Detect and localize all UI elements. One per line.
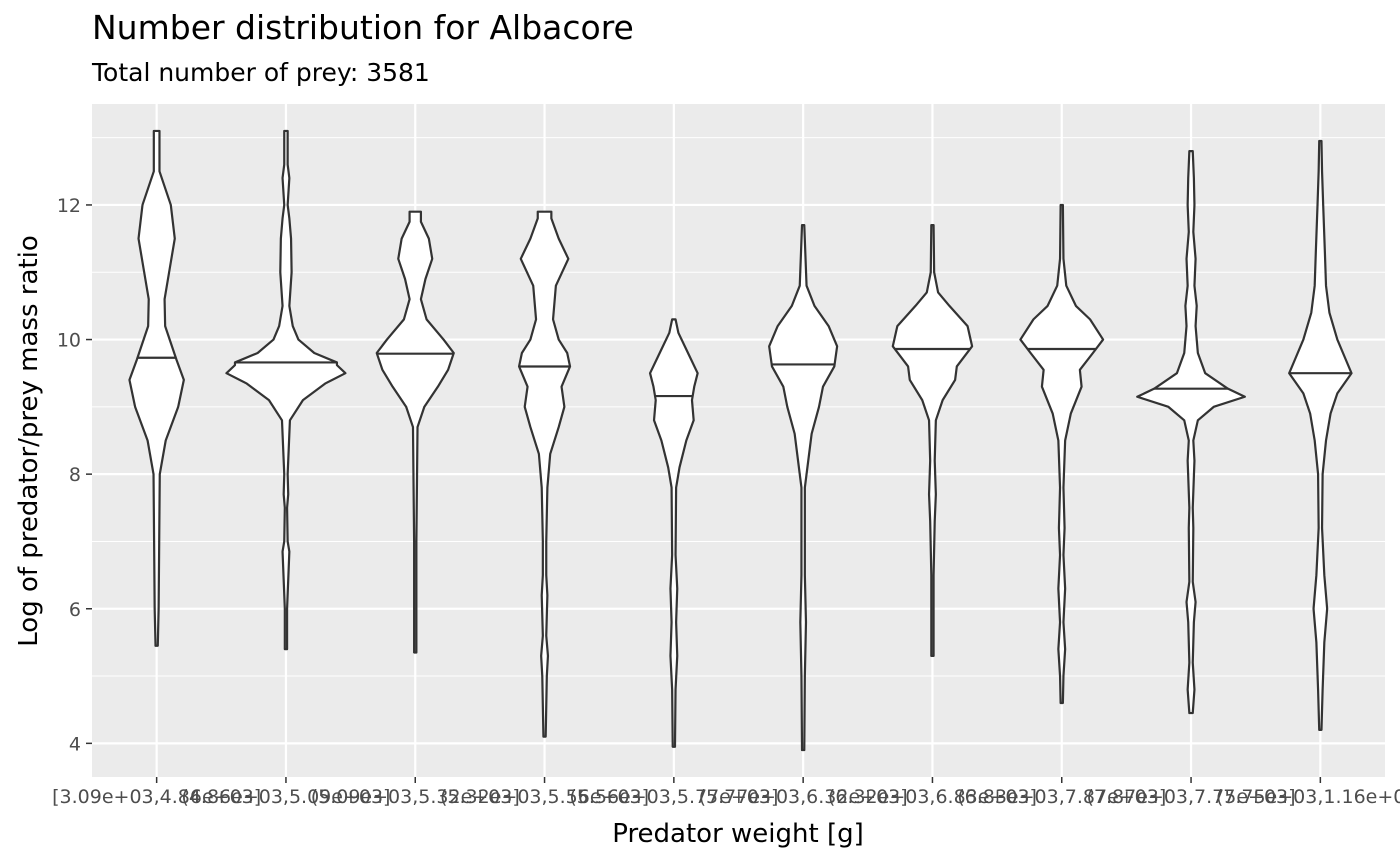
violins	[128, 129, 1353, 752]
violin-9	[1136, 150, 1246, 715]
y-tick-label: 8	[69, 464, 81, 486]
violin-4	[517, 210, 572, 738]
violin-5	[648, 318, 699, 748]
chart-title: Number distribution for Albacore	[92, 8, 634, 47]
violin-8	[1019, 203, 1105, 705]
y-axis-title: Log of predator/prey mass ratio	[14, 235, 44, 646]
y-tick-label: 12	[57, 195, 81, 217]
x-tick-label: (5.32e+03,5.56e+03]	[440, 786, 649, 808]
violin-10	[1288, 139, 1353, 731]
violin-3	[375, 210, 455, 654]
chart-subtitle: Total number of prey: 3581	[91, 58, 430, 87]
plot-panel	[92, 104, 1385, 777]
x-tick-label: (6.32e+03,6.83e+03]	[828, 786, 1037, 808]
y-tick-label: 10	[57, 330, 81, 352]
x-tick-label: [3.09e+03,4.86e+03]	[52, 786, 261, 808]
y-tick-label: 4	[69, 733, 81, 755]
x-axis-title: Predator weight [g]	[612, 819, 864, 849]
y-tick-label: 6	[69, 599, 81, 621]
violin-7	[891, 224, 974, 657]
x-tick-label: (5.09e+03,5.32e+03]	[311, 786, 520, 808]
x-tick-label: (6.83e+03,7.87e+03]	[957, 786, 1166, 808]
y-axis: 4 6 8 10 12	[57, 195, 92, 755]
x-tick-label: (4.86e+03,5.09e+03]	[181, 786, 390, 808]
violin-1	[128, 129, 185, 647]
x-tick-label: (7.75e+03,1.16e+04]	[1216, 786, 1400, 808]
x-tick-label: (5.56e+03,5.77e+03]	[569, 786, 778, 808]
x-axis: [3.09e+03,4.86e+03](4.86e+03,5.09e+03](5…	[52, 777, 1400, 808]
violin-2	[225, 129, 347, 651]
x-tick-label: (5.77e+03,6.32e+03]	[699, 786, 908, 808]
violin-6	[768, 224, 839, 752]
x-tick-label: (7.87e+03,7.75e+03]	[1087, 786, 1296, 808]
